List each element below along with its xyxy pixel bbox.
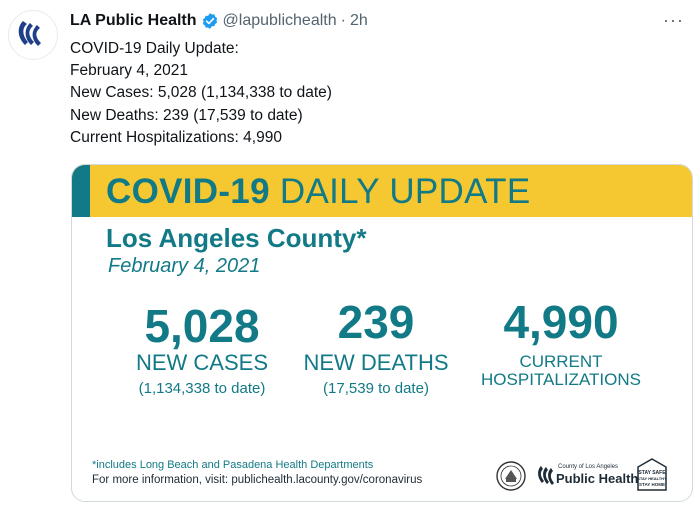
hospitalizations-label-line1: CURRENT — [519, 352, 603, 371]
staysafe-line2: STAY HEALTHY — [637, 476, 667, 481]
card-title-bold: COVID-19 — [106, 172, 270, 211]
staysafe-line1: STAY SAFE — [638, 470, 666, 476]
staysafe-line3: STAY HOME — [639, 482, 665, 487]
new-cases-label: NEW CASES — [135, 350, 269, 375]
county-seal-icon — [496, 461, 526, 491]
new-deaths-total: (17,539 to date) — [323, 380, 429, 397]
stat-hospitalizations: 4,990 CURRENT HOSPITALIZATIONS — [466, 297, 656, 389]
avatar[interactable] — [8, 10, 58, 60]
tweet-text: COVID-19 Daily Update: February 4, 2021 … — [70, 38, 332, 149]
card-title: COVID-19 DAILY UPDATE — [106, 173, 531, 211]
new-cases-value: 5,028 — [144, 300, 260, 352]
stay-safe-badge-icon: STAY SAFE STAY HEALTHY STAY HOME — [634, 457, 670, 493]
new-deaths-value: 239 — [337, 296, 415, 348]
more-options-icon[interactable]: ··· — [663, 10, 684, 30]
banner-accent-strip — [72, 165, 90, 217]
stat-new-deaths: 239 NEW DEATHS (17,539 to date) — [294, 297, 458, 399]
footnote: *includes Long Beach and Pasadena Health… — [92, 459, 374, 471]
tweet-header: LA Public Health @lapublichealth · 2h ··… — [70, 10, 690, 32]
tweet-line: COVID-19 Daily Update: — [70, 40, 239, 57]
tweet-line: New Deaths: 239 (17,539 to date) — [70, 106, 303, 124]
card-date: February 4, 2021 — [108, 255, 261, 277]
tweet-line: February 4, 2021 — [70, 62, 189, 80]
new-deaths-label: NEW DEATHS — [303, 350, 449, 375]
more-info-text: For more information, visit: publichealt… — [92, 474, 423, 486]
separator-dot: · — [340, 12, 346, 29]
tweet-timestamp[interactable]: 2h — [349, 12, 368, 29]
public-health-logo: County of Los Angeles Public Health — [536, 461, 638, 491]
account-handle[interactable]: @lapublichealth — [222, 12, 337, 29]
public-health-logo-text: Public Health — [556, 471, 639, 486]
account-name[interactable]: LA Public Health — [70, 12, 197, 29]
tweet-line: Current Hospitalizations: 4,990 — [70, 128, 282, 146]
county-name: Los Angeles County* — [106, 223, 367, 253]
hospitalizations-value: 4,990 — [503, 296, 619, 348]
lapublichealth-logo-icon — [18, 21, 41, 46]
attached-image-card[interactable]: COVID-19 DAILY UPDATE Los Angeles County… — [71, 164, 693, 502]
tweet-line: New Cases: 5,028 (1,134,338 to date) — [70, 84, 332, 102]
title-banner — [72, 165, 692, 217]
public-health-mark-icon — [538, 466, 554, 485]
public-health-logo-small: County of Los Angeles — [558, 464, 619, 470]
card-title-rest: DAILY UPDATE — [279, 172, 531, 211]
verified-badge-icon — [201, 12, 219, 30]
new-cases-total: (1,134,338 to date) — [138, 380, 266, 397]
hospitalizations-label-line2: HOSPITALIZATIONS — [481, 370, 641, 389]
stat-new-cases: 5,028 NEW CASES (1,134,338 to date) — [112, 301, 292, 399]
